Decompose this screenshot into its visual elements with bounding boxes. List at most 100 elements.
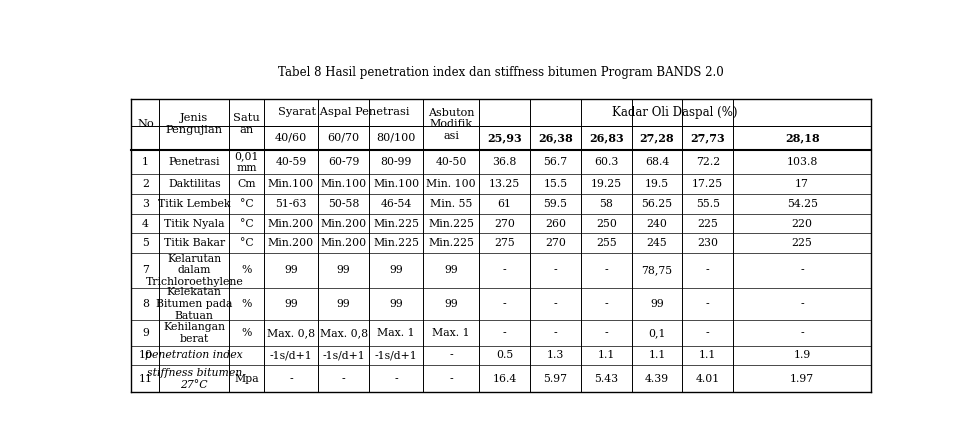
Text: 99: 99 <box>444 265 457 276</box>
Text: 99: 99 <box>444 299 457 309</box>
Text: Satu
an: Satu an <box>233 113 260 135</box>
Text: 54.25: 54.25 <box>786 199 817 209</box>
Text: 9: 9 <box>142 328 149 338</box>
Text: 80/100: 80/100 <box>376 133 415 143</box>
Text: 27,73: 27,73 <box>690 133 724 143</box>
Text: -: - <box>553 299 557 309</box>
Text: -: - <box>394 374 398 384</box>
Text: 19.25: 19.25 <box>590 179 621 190</box>
Text: 230: 230 <box>697 238 717 248</box>
Text: -: - <box>341 374 345 384</box>
Text: 26,38: 26,38 <box>537 133 573 143</box>
Text: Min.225: Min.225 <box>373 238 419 248</box>
Text: -: - <box>553 265 557 276</box>
Text: -: - <box>502 328 506 338</box>
Text: 0,01
mm: 0,01 mm <box>234 151 259 173</box>
Text: 270: 270 <box>493 219 515 228</box>
Text: Syarat Aspal Penetrasi: Syarat Aspal Penetrasi <box>277 108 409 117</box>
Text: 17.25: 17.25 <box>692 179 723 190</box>
Text: -: - <box>604 328 608 338</box>
Text: Mpa: Mpa <box>234 374 259 384</box>
Text: 240: 240 <box>646 219 666 228</box>
Text: 26,83: 26,83 <box>588 133 623 143</box>
Text: Max. 1: Max. 1 <box>432 328 470 338</box>
Text: Tabel 8 Hasil penetration index dan stiffness bitumen Program BANDS 2.0: Tabel 8 Hasil penetration index dan stif… <box>278 66 723 79</box>
Text: -1s/d+1: -1s/d+1 <box>374 350 417 361</box>
Text: %: % <box>241 328 251 338</box>
Text: 99: 99 <box>389 265 403 276</box>
Text: 1.3: 1.3 <box>546 350 564 361</box>
Text: -: - <box>705 328 709 338</box>
Text: Asbuton
Modifik
asi: Asbuton Modifik asi <box>428 108 474 141</box>
Text: 99: 99 <box>336 299 350 309</box>
Text: 78,75: 78,75 <box>641 265 672 276</box>
Text: 50-58: 50-58 <box>327 199 359 209</box>
Text: 80-99: 80-99 <box>380 157 411 167</box>
Text: 17: 17 <box>794 179 808 190</box>
Text: Max. 1: Max. 1 <box>377 328 414 338</box>
Text: -1s/d+1: -1s/d+1 <box>321 350 364 361</box>
Text: 1.1: 1.1 <box>597 350 615 361</box>
Text: 1: 1 <box>142 157 149 167</box>
Text: Penetrasi: Penetrasi <box>168 157 220 167</box>
Text: Daktilitas: Daktilitas <box>168 179 221 190</box>
Text: 245: 245 <box>646 238 666 248</box>
Text: stiffness bitumen
27°C: stiffness bitumen 27°C <box>147 368 241 389</box>
Text: 99: 99 <box>336 265 350 276</box>
Text: 5.43: 5.43 <box>594 374 617 384</box>
Text: Cm: Cm <box>237 179 256 190</box>
Text: 1.1: 1.1 <box>648 350 665 361</box>
Text: 56.25: 56.25 <box>641 199 672 209</box>
Text: -: - <box>448 374 452 384</box>
Text: 72.2: 72.2 <box>695 157 719 167</box>
Text: 60.3: 60.3 <box>593 157 617 167</box>
Text: Max. 0,8: Max. 0,8 <box>319 328 367 338</box>
Text: 13.25: 13.25 <box>488 179 520 190</box>
Text: 99: 99 <box>283 265 297 276</box>
Text: 40/60: 40/60 <box>275 133 307 143</box>
Text: 40-50: 40-50 <box>435 157 466 167</box>
Text: 260: 260 <box>544 219 566 228</box>
Text: -: - <box>553 328 557 338</box>
Text: %: % <box>241 265 251 276</box>
Text: Min.200: Min.200 <box>320 238 366 248</box>
Text: °C: °C <box>239 238 253 248</box>
Text: %: % <box>241 299 251 309</box>
Text: 220: 220 <box>790 219 812 228</box>
Text: Min.100: Min.100 <box>373 179 419 190</box>
Text: Min.200: Min.200 <box>268 238 314 248</box>
Text: Kelekatan
Bitumen pada
Batuan: Kelekatan Bitumen pada Batuan <box>156 288 233 321</box>
Text: 46-54: 46-54 <box>380 199 411 209</box>
Text: 68.4: 68.4 <box>644 157 668 167</box>
Text: 4: 4 <box>142 219 149 228</box>
Text: 2: 2 <box>142 179 149 190</box>
Text: -: - <box>289 374 292 384</box>
Text: Min.200: Min.200 <box>268 219 314 228</box>
Text: 25,93: 25,93 <box>487 133 522 143</box>
Text: 27,28: 27,28 <box>639 133 673 143</box>
Text: 225: 225 <box>791 238 812 248</box>
Text: 103.8: 103.8 <box>786 157 817 167</box>
Text: 275: 275 <box>493 238 515 248</box>
Text: Min. 55: Min. 55 <box>430 199 472 209</box>
Text: 56.7: 56.7 <box>543 157 567 167</box>
Text: 99: 99 <box>650 299 663 309</box>
Text: -: - <box>799 328 803 338</box>
Text: Min.225: Min.225 <box>373 219 419 228</box>
Text: 0,1: 0,1 <box>648 328 665 338</box>
Text: Min. 100: Min. 100 <box>426 179 476 190</box>
Text: -: - <box>502 299 506 309</box>
Text: -: - <box>705 265 709 276</box>
Text: 7: 7 <box>142 265 149 276</box>
Text: Min.225: Min.225 <box>428 219 474 228</box>
Text: Min.225: Min.225 <box>428 238 474 248</box>
Text: Min.100: Min.100 <box>320 179 366 190</box>
Text: -1s/d+1: -1s/d+1 <box>270 350 312 361</box>
Text: -: - <box>448 350 452 361</box>
Text: Titik Bakar: Titik Bakar <box>163 238 225 248</box>
Text: Kadar Oli Daspal (%): Kadar Oli Daspal (%) <box>612 106 738 119</box>
Text: Jenis
Pengujian: Jenis Pengujian <box>165 113 223 135</box>
Text: Max. 0,8: Max. 0,8 <box>267 328 315 338</box>
Text: 1.97: 1.97 <box>789 374 814 384</box>
Text: 60/70: 60/70 <box>327 133 360 143</box>
